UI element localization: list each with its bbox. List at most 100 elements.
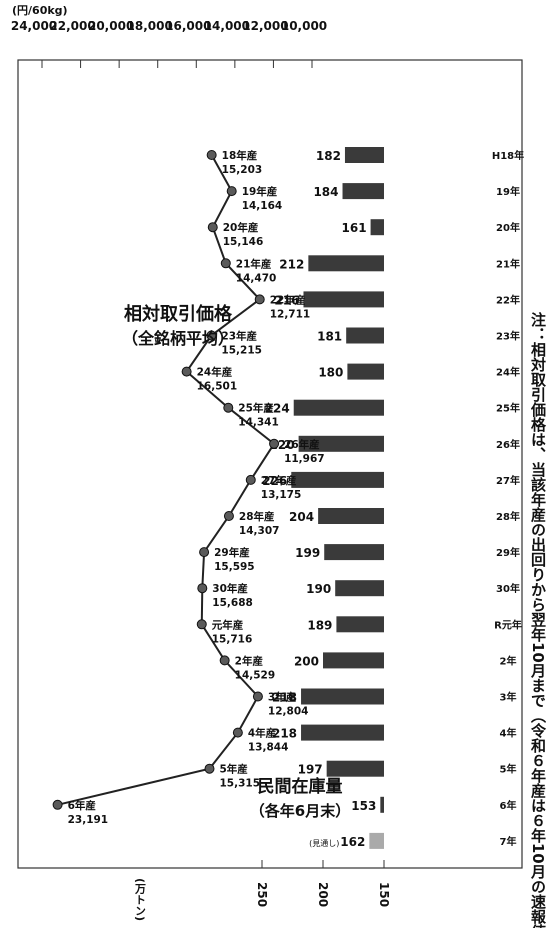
stock-value-label: 180 [318, 366, 343, 380]
price-point [207, 222, 218, 233]
category-label: 22年 [496, 293, 520, 306]
price-value-label: 14,529 [235, 669, 276, 681]
price-year-label: 28年産 [239, 510, 275, 523]
price-line-path [57, 154, 276, 806]
price-value-label: 15,146 [223, 236, 264, 248]
price-point [245, 474, 256, 485]
stock-bar [347, 363, 384, 380]
stock-bar [336, 616, 384, 633]
price-point [52, 799, 63, 810]
price-year-label: 23年産 [221, 330, 257, 343]
price-year-label: 19年産 [242, 185, 278, 198]
price-point [199, 547, 210, 558]
stock-value-label: 216 [274, 293, 299, 307]
price-value-label: 15,215 [221, 345, 262, 357]
price-year-label: 22年産 [270, 293, 306, 306]
price-value-label: 15,688 [212, 597, 253, 609]
stock-tick-label: 200 [316, 882, 330, 907]
price-year-label: 21年産 [236, 257, 272, 270]
price-point [252, 691, 263, 702]
category-label: H18年 [492, 149, 524, 162]
stock-bar [335, 580, 384, 597]
price-year-label: 20年産 [223, 221, 259, 234]
price-year-label: 5年産 [219, 763, 247, 776]
bar-title-main: 民間在庫量 [258, 776, 343, 797]
price-year-label: 30年産 [212, 582, 248, 595]
price-point [196, 619, 207, 630]
stock-value-label: 224 [265, 402, 290, 416]
stock-bar [370, 219, 384, 236]
price-value-label: 13,844 [248, 742, 289, 754]
stock-axis: (万トン) 250 200 150 [134, 860, 391, 921]
footnote: 注：相対取引価格は、当該年産の出回りから翌年10月まで（令和６年産は６年10月の… [529, 311, 547, 928]
price-tick-label: 22,000 [49, 19, 95, 33]
price-point [219, 655, 230, 666]
projection-label: (見通し) [309, 838, 339, 848]
price-axis-unit: (円/60kg) [12, 4, 68, 17]
price-value-label: 11,967 [284, 453, 325, 465]
stock-value-label: 153 [351, 799, 376, 813]
price-year-label: 2年産 [235, 654, 263, 667]
stock-bar [323, 652, 384, 669]
stock-bar [308, 255, 384, 272]
price-point [254, 294, 265, 305]
price-value-label: 15,203 [222, 164, 263, 176]
price-tick-label: 12,000 [242, 19, 288, 33]
stock-value-label: 189 [307, 618, 332, 632]
stock-value-label: 212 [279, 257, 304, 271]
series-titles: 相対取引価格 （全銘柄平均） 民間在庫量 （各年6月末） [122, 303, 350, 820]
category-label: 5年 [500, 763, 517, 776]
stock-value-label: 226 [262, 474, 287, 488]
stock-bar [346, 327, 384, 344]
price-year-label: 6年産 [68, 799, 96, 812]
price-point [220, 258, 231, 269]
line-title-main: 相対取引価格 [124, 303, 233, 325]
stock-bar-projection [369, 832, 384, 849]
stock-bar [324, 544, 384, 561]
price-value-label: 15,315 [219, 778, 260, 790]
price-year-label: 3年産 [268, 691, 296, 704]
price-point [197, 583, 208, 594]
price-point [232, 727, 243, 738]
category-label: 26年 [496, 438, 520, 451]
stock-value-label: 190 [306, 582, 331, 596]
price-value-label: 13,175 [261, 489, 302, 501]
price-value-label: 14,164 [242, 200, 283, 212]
price-value-label: 14,307 [239, 525, 280, 537]
category-label: 28年 [496, 510, 520, 523]
stock-value-label: 199 [295, 546, 320, 560]
category-label: 29年 [496, 546, 520, 559]
category-label: R元年 [494, 618, 522, 631]
category-label: 3年 [500, 691, 517, 704]
category-label: 23年 [496, 330, 520, 343]
price-point [226, 186, 237, 197]
price-point [204, 763, 215, 774]
stock-bar [291, 471, 384, 488]
category-label: 25年 [496, 402, 520, 415]
stock-axis-unit: (万トン) [134, 878, 148, 921]
price-year-label: 25年産 [238, 402, 274, 415]
stock-bar [318, 508, 384, 524]
stock-value-label: 197 [298, 763, 323, 777]
price-value-label: 14,470 [236, 272, 277, 284]
category-label: 4年 [500, 727, 517, 740]
bar-title-sub: （各年6月末） [250, 802, 350, 820]
price-point [269, 438, 280, 449]
stock-value-label: 200 [294, 654, 319, 668]
stock-bars: 1821841612122161811802242202262041991901… [262, 147, 384, 849]
line-title-sub: （全銘柄平均） [122, 329, 234, 348]
stock-bar [344, 147, 384, 163]
price-tick-label: 10,000 [281, 19, 327, 33]
stock-value-label: 161 [342, 221, 367, 235]
stock-bar [298, 435, 384, 452]
category-label: 21年 [496, 257, 520, 270]
category-label: 24年 [496, 366, 520, 379]
category-label: 7年 [500, 835, 517, 848]
stock-bar [293, 399, 384, 416]
price-point [206, 150, 217, 160]
category-label: 27年 [496, 474, 520, 487]
price-year-label: 18年産 [222, 149, 258, 162]
category-label: 20年 [496, 221, 520, 234]
stock-value-label: 184 [313, 185, 338, 199]
